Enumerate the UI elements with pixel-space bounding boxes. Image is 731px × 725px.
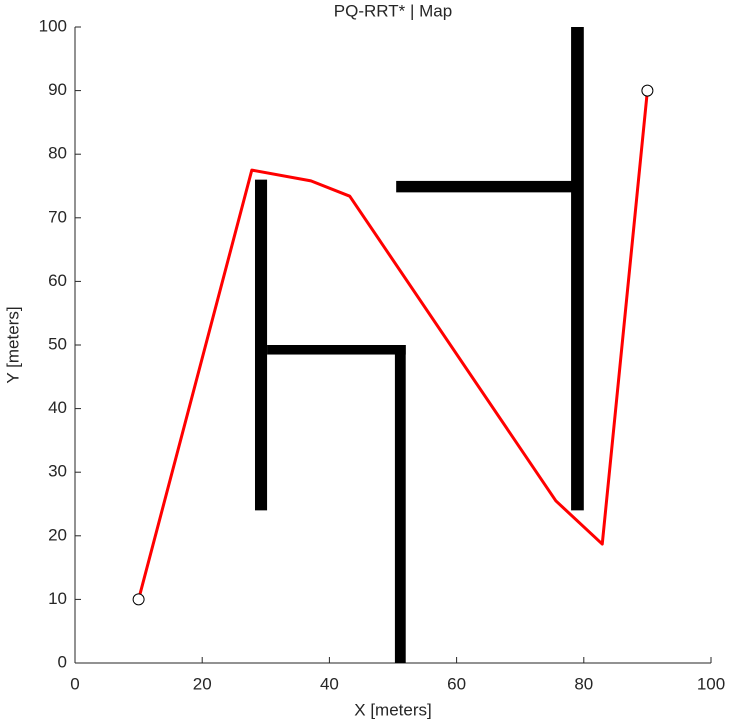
chart-title: PQ-RRT* | Map bbox=[334, 1, 452, 20]
x-tick-label: 80 bbox=[574, 674, 593, 693]
y-tick-label: 20 bbox=[48, 525, 67, 544]
obstacle bbox=[394, 345, 406, 663]
obstacle bbox=[267, 345, 406, 355]
y-tick-label: 50 bbox=[48, 334, 67, 353]
obstacle bbox=[254, 179, 268, 511]
y-tick-label: 10 bbox=[48, 589, 67, 608]
x-tick-label: 0 bbox=[70, 674, 79, 693]
y-tick-label: 0 bbox=[58, 652, 67, 671]
obstacle bbox=[396, 180, 578, 193]
endpoint-marker bbox=[641, 84, 654, 97]
x-tick-label: 20 bbox=[193, 674, 212, 693]
y-tick-label: 70 bbox=[48, 207, 67, 226]
obstacle bbox=[571, 27, 584, 511]
y-tick-label: 100 bbox=[39, 16, 67, 35]
y-tick-label: 90 bbox=[48, 80, 67, 99]
y-tick-label: 60 bbox=[48, 271, 67, 290]
endpoint-marker bbox=[132, 593, 145, 606]
path-line bbox=[137, 90, 649, 600]
y-tick-label: 80 bbox=[48, 144, 67, 163]
y-tick-label: 40 bbox=[48, 398, 67, 417]
x-tick-label: 60 bbox=[447, 674, 466, 693]
x-tick-label: 100 bbox=[697, 674, 725, 693]
y-axis-label: Y [meters] bbox=[3, 306, 22, 383]
y-tick-label: 30 bbox=[48, 462, 67, 481]
x-axis-label: X [meters] bbox=[354, 700, 431, 719]
x-tick-label: 40 bbox=[320, 674, 339, 693]
